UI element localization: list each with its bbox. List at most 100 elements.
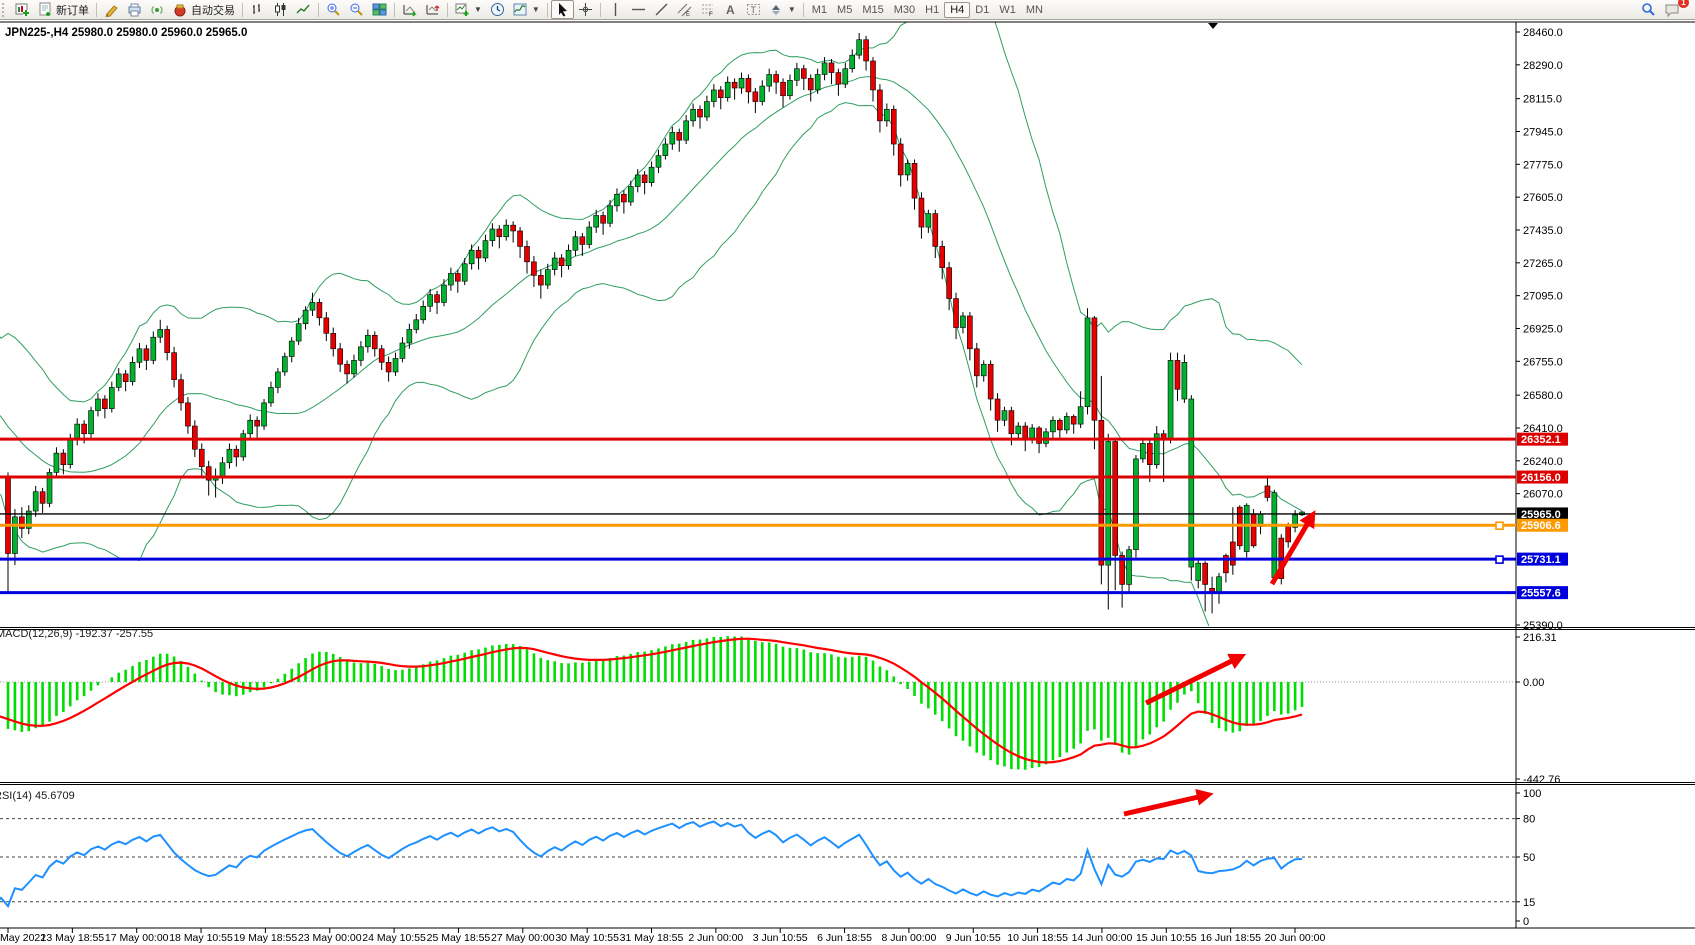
- horizontal-line-button[interactable]: [627, 0, 650, 19]
- tab-timeframe-w1[interactable]: W1: [999, 3, 1016, 16]
- auto-scroll-button[interactable]: [398, 0, 421, 19]
- tab-timeframe-m5[interactable]: M5: [837, 3, 853, 16]
- bull-candle: [1216, 576, 1222, 593]
- fibonacci-button[interactable]: F: [696, 0, 719, 19]
- bull-candle: [787, 79, 793, 97]
- new-chart-button[interactable]: [11, 0, 34, 19]
- tab-timeframe-h1[interactable]: H1: [925, 3, 940, 16]
- bull-candle: [406, 329, 413, 344]
- tab-timeframe-m30[interactable]: M30: [893, 3, 916, 16]
- time-tick-label: 27 May 00:00: [491, 932, 555, 944]
- auto-trading-button[interactable]: 自动交易: [169, 0, 239, 19]
- toolbar-separator: [96, 2, 97, 17]
- new-order-button[interactable]: 新订单: [34, 0, 93, 19]
- dropdown-arrow-icon: ▼: [474, 5, 482, 14]
- text-label-icon: T: [746, 4, 760, 15]
- bull-candle: [503, 224, 510, 238]
- bull-candle: [441, 284, 447, 303]
- bull-candle: [88, 410, 94, 435]
- bear-candle: [378, 348, 385, 363]
- trend-arrow-macd[interactable]: [1144, 653, 1247, 706]
- bull-candle: [351, 360, 357, 375]
- bull-candle: [302, 309, 309, 324]
- bull-candle: [544, 269, 551, 286]
- bull-candle: [1292, 514, 1298, 528]
- level-price-tag: [1517, 518, 1568, 532]
- zoom-out-button[interactable]: [345, 0, 368, 19]
- level-drag-handle[interactable]: [1495, 555, 1504, 564]
- trend-arrow-rsi[interactable]: [1123, 788, 1214, 817]
- bull-candle: [1195, 562, 1202, 581]
- bear-candle: [953, 298, 959, 328]
- price-tick-label: 28460.0: [1523, 27, 1563, 39]
- crayon-button[interactable]: [100, 0, 123, 19]
- bear-candle: [205, 466, 212, 481]
- tile-windows-button[interactable]: [368, 0, 391, 19]
- chat-button[interactable]: 1: [1660, 0, 1689, 19]
- bear-candle: [745, 78, 752, 93]
- bull-candle: [1063, 416, 1070, 431]
- bear-candle: [621, 193, 627, 203]
- bull-candle: [1167, 360, 1174, 440]
- level-price-tag-text: 25731.1: [1521, 554, 1561, 566]
- dropdown-arrow-icon: ▼: [787, 5, 796, 14]
- arrows-button[interactable]: ▼: [765, 0, 800, 19]
- rsi-tick-label: 80: [1523, 814, 1535, 826]
- tab-timeframe-m15[interactable]: M15: [862, 3, 884, 16]
- chart-plus-icon: [15, 3, 29, 16]
- tab-timeframe-m1[interactable]: M1: [811, 3, 828, 16]
- crayon-icon: [105, 5, 118, 17]
- cursor-button[interactable]: [550, 0, 574, 19]
- channel-button[interactable]: E: [673, 0, 696, 19]
- bear-candle: [1250, 513, 1257, 547]
- price-tick-label: 27095.0: [1523, 291, 1563, 303]
- bull-candle: [74, 423, 80, 440]
- chart-shift-button[interactable]: [421, 0, 444, 19]
- level-price-tag: [1517, 586, 1568, 600]
- tab-timeframe-mn[interactable]: MN: [1025, 3, 1043, 16]
- bull-candle: [572, 236, 579, 251]
- bull-candle: [25, 510, 32, 529]
- text-label-button[interactable]: T: [742, 0, 765, 19]
- text-button[interactable]: A: [719, 0, 742, 19]
- search-button[interactable]: [1636, 0, 1660, 19]
- vertical-line-button[interactable]: [604, 0, 627, 19]
- trend-arrow-main[interactable]: [1269, 510, 1316, 586]
- chart-title: JPN225-,H4 25980.0 25980.0 25960.0 25965…: [5, 27, 247, 39]
- tab-timeframe-d1[interactable]: D1: [975, 3, 990, 16]
- bar-chart-button[interactable]: [246, 0, 269, 19]
- level-drag-handle[interactable]: [1495, 521, 1504, 531]
- price-tick-label: 26755.0: [1523, 356, 1563, 368]
- bear-candle: [233, 448, 240, 458]
- template-chart-icon: [455, 3, 469, 16]
- bull-candle: [1140, 443, 1146, 460]
- auto-scroll-icon: [403, 5, 417, 17]
- bear-candle: [122, 373, 129, 382]
- signals-button[interactable]: [146, 0, 169, 19]
- bear-candle: [60, 452, 67, 465]
- candlestick-chart-button[interactable]: [269, 0, 292, 19]
- bear-candle: [918, 197, 925, 228]
- bull-candle: [109, 387, 115, 409]
- bear-candle: [939, 246, 946, 268]
- line-chart-button[interactable]: [292, 0, 315, 19]
- zoom-in-button[interactable]: [322, 0, 345, 19]
- trendline-button[interactable]: [650, 0, 673, 19]
- bear-candle: [1008, 410, 1015, 435]
- indicators-button[interactable]: ▼: [509, 0, 544, 19]
- time-tick-label: May 2022: [0, 932, 46, 944]
- bear-candle: [192, 425, 198, 450]
- chart-shift-marker[interactable]: [1208, 23, 1218, 29]
- crosshair-icon: [578, 3, 592, 16]
- print-button[interactable]: [123, 0, 146, 19]
- candlestick-chart-icon: [275, 3, 286, 16]
- templates-button[interactable]: ▼: [451, 0, 486, 19]
- bear-candle: [510, 224, 516, 232]
- bull-candle: [1043, 431, 1049, 444]
- tab-timeframe-h4[interactable]: H4: [944, 1, 971, 18]
- bull-candle: [1243, 504, 1250, 552]
- crosshair-button[interactable]: [574, 0, 597, 19]
- period-button[interactable]: [486, 0, 509, 19]
- bear-candle: [897, 143, 904, 176]
